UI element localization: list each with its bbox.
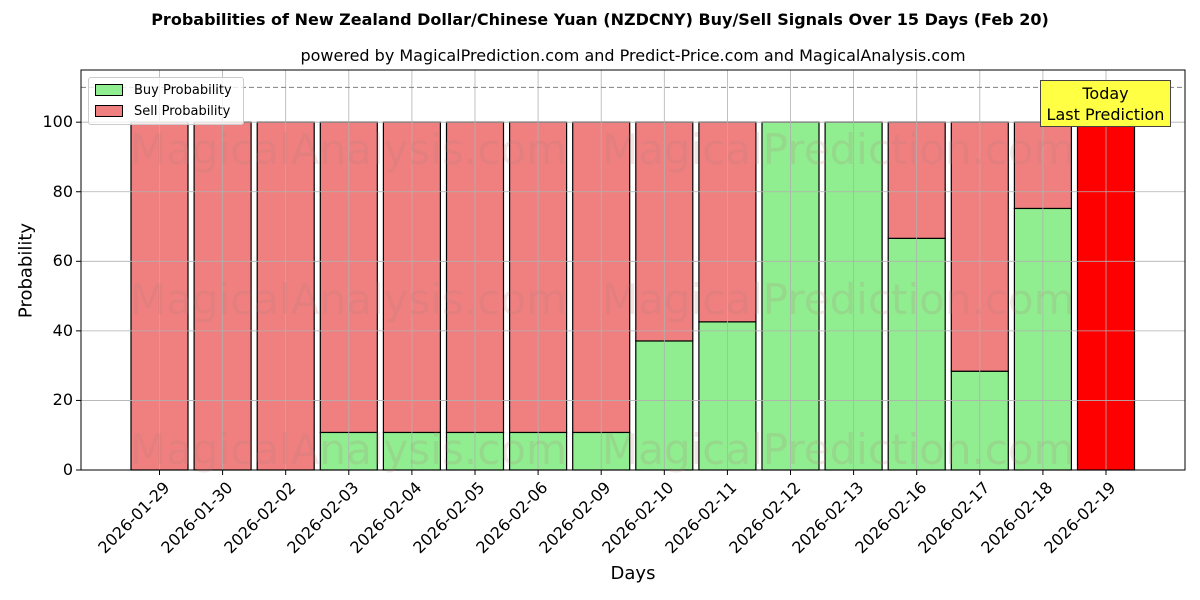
legend: Buy Probability Sell Probability [88,77,244,125]
chart-subtitle: powered by MagicalPrediction.com and Pre… [300,46,966,65]
legend-label-sell: Sell Probability [134,103,231,119]
chart-title: Probabilities of New Zealand Dollar/Chin… [151,10,1049,29]
today-annotation: Today Last Prediction [1040,80,1171,127]
y-tick-label: 100 [42,112,73,132]
sell-swatch [95,105,123,117]
annotation-line1: Today [1082,84,1129,103]
y-tick-label: 20 [52,390,73,410]
y-tick-label: 40 [52,320,73,340]
legend-item-buy: Buy Probability [95,82,232,98]
legend-item-sell: Sell Probability [95,103,230,119]
y-axis-label: Probability [15,222,37,319]
y-tick-label: 0 [62,460,73,479]
x-axis-label: Days [610,563,656,584]
y-tick-label: 60 [52,251,73,271]
y-tick-label: 80 [52,181,73,201]
buy-swatch [95,84,123,96]
annotation-line2: Last Prediction [1046,105,1165,124]
legend-label-buy: Buy Probability [134,82,232,98]
